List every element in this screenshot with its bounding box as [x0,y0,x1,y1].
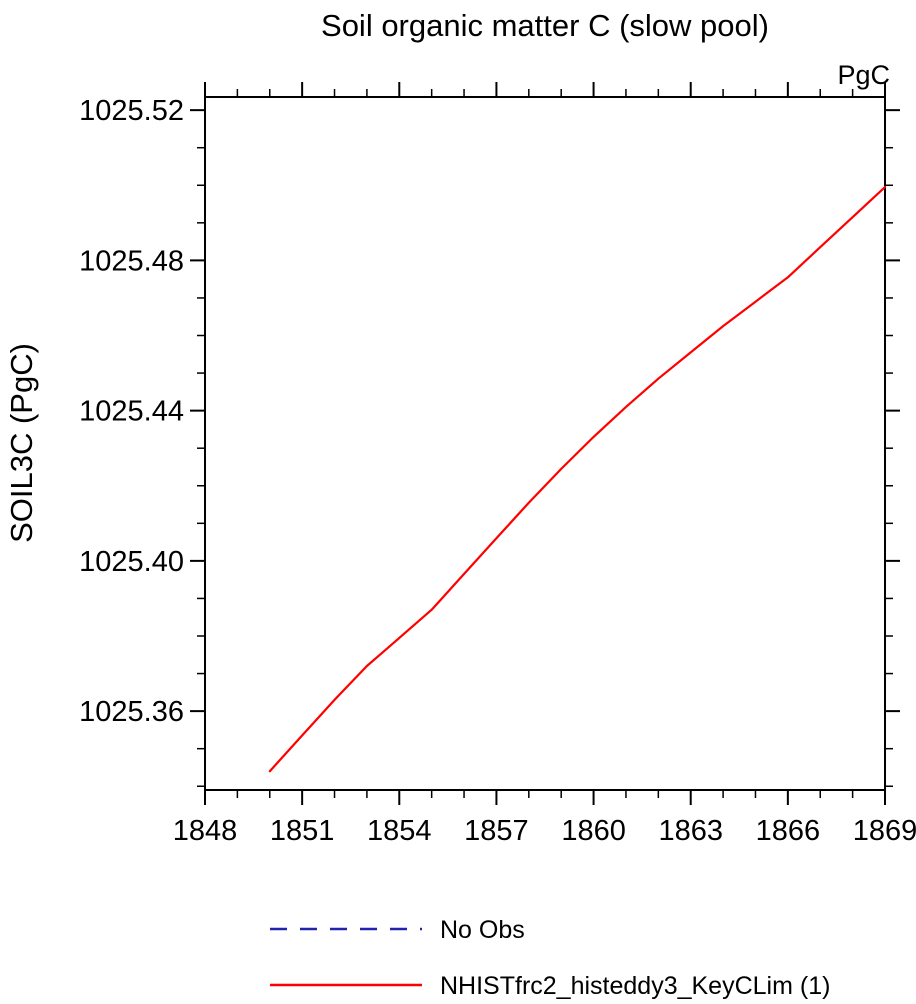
y-tick-label: 1025.36 [79,696,184,728]
y-axis-title: SOIL3C (PgC) [4,343,39,543]
x-tick-label: 1848 [173,815,238,847]
chart-title: Soil organic matter C (slow pool) [321,8,769,43]
legend-label: No Obs [440,916,525,944]
legend: No Obs NHISTfrc2_histeddy3_KeyCLim (1) [270,916,830,1000]
x-tick-label: 1860 [561,815,626,847]
x-tick-label: 1854 [367,815,432,847]
series-line [268,186,887,773]
unit-label: PgC [837,60,890,90]
y-tick-label: 1025.40 [79,546,184,578]
x-tick-label: 1866 [756,815,821,847]
y-tick-label: 1025.44 [79,396,184,428]
series-lines [268,186,887,773]
x-tick-label: 1869 [853,815,916,847]
y-tick-label: 1025.52 [79,95,184,127]
x-tick-label: 1857 [464,815,529,847]
legend-label: NHISTfrc2_histeddy3_KeyCLim (1) [440,972,830,999]
x-tick-label: 1851 [270,815,335,847]
x-tick-label: 1863 [658,815,723,847]
y-tick-label: 1025.48 [79,245,184,277]
plot-frame: 1848 1851 1854 1857 1860 1863 1866 1869 1025.36 1… [79,82,916,847]
plot-border [204,96,886,791]
